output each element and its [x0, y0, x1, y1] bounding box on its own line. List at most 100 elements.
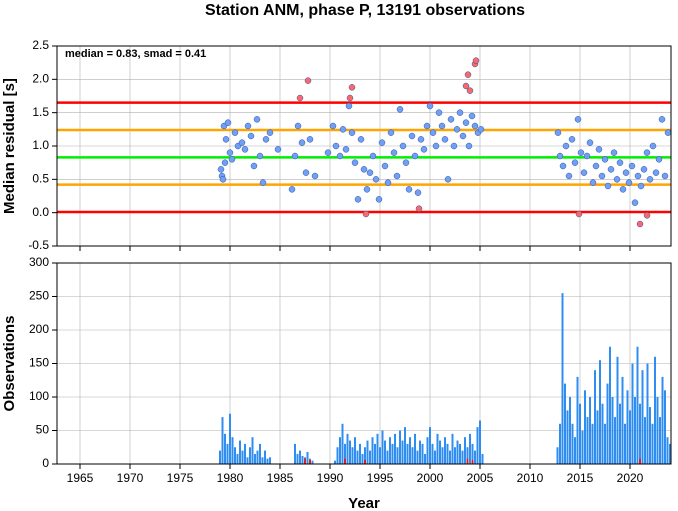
y-tick-label: 50	[36, 423, 50, 437]
data-point	[363, 186, 371, 193]
data-point	[619, 186, 627, 193]
bar	[369, 450, 371, 464]
bar	[651, 423, 654, 464]
bar	[309, 459, 311, 464]
x-tick-label: 2005	[467, 471, 494, 485]
bar	[226, 443, 229, 464]
data-point	[250, 162, 258, 170]
data-point	[311, 172, 319, 180]
bar	[221, 417, 224, 464]
bar	[344, 443, 346, 464]
bar	[434, 450, 436, 464]
data-point	[262, 136, 270, 143]
bar	[429, 427, 431, 464]
x-tick-label: 2015	[567, 471, 594, 485]
data-point	[658, 116, 666, 123]
x-tick-label: 2020	[617, 471, 644, 485]
data-point	[441, 136, 449, 143]
bar	[641, 370, 644, 464]
data-point	[634, 172, 642, 180]
data-point	[589, 179, 597, 186]
bar	[584, 390, 586, 464]
bar	[596, 410, 599, 464]
data-point	[354, 196, 362, 203]
bar	[649, 407, 651, 464]
bar	[464, 437, 466, 464]
data-point	[435, 109, 443, 116]
bar	[294, 443, 296, 464]
data-point	[294, 122, 302, 130]
bar	[249, 447, 251, 464]
data-point	[217, 166, 225, 173]
bar	[611, 397, 614, 464]
data-point	[640, 166, 648, 173]
data-point	[329, 122, 337, 130]
bar	[359, 443, 361, 464]
bar	[424, 453, 426, 464]
x-tick-label: 2000	[417, 471, 444, 485]
x-tick-label: 1965	[67, 471, 94, 485]
bar	[404, 427, 406, 464]
data-point	[574, 116, 582, 123]
data-point	[601, 156, 609, 163]
y-tick-label: 1.5	[32, 105, 49, 119]
chart-title: Station ANM, phase P, 13191 observations	[205, 2, 525, 19]
data-point	[219, 176, 227, 183]
bar	[601, 403, 604, 464]
data-point	[342, 146, 350, 153]
bar	[394, 433, 396, 464]
bar	[559, 423, 561, 464]
data-point	[636, 220, 644, 228]
bar	[356, 450, 359, 464]
y-tick-label: 150	[29, 356, 49, 370]
bar	[466, 458, 469, 464]
data-point	[360, 166, 368, 173]
bar	[311, 460, 314, 464]
data-point	[643, 212, 651, 219]
data-point	[471, 122, 479, 130]
bar	[354, 437, 356, 464]
bar	[224, 433, 226, 464]
y-tick-label: 250	[29, 289, 49, 303]
bar	[384, 440, 386, 464]
bar	[581, 430, 584, 464]
bar	[449, 450, 451, 464]
data-point	[291, 152, 299, 160]
data-point	[375, 196, 383, 203]
bar	[269, 457, 271, 464]
bar	[639, 458, 641, 464]
data-point	[577, 149, 585, 156]
bar	[479, 420, 481, 464]
data-point	[610, 149, 618, 156]
data-point	[241, 146, 249, 153]
data-point	[390, 149, 398, 156]
data-point	[274, 146, 282, 153]
bar	[579, 403, 581, 464]
bar	[364, 447, 366, 464]
plot-frame	[56, 45, 672, 247]
annotation: median = 0.83, smad = 0.41	[65, 48, 206, 60]
bar	[564, 383, 566, 464]
data-point	[622, 169, 630, 176]
data-point	[426, 102, 434, 110]
bar	[441, 447, 444, 464]
bar	[234, 447, 236, 464]
x-tick-label: 1975	[167, 471, 194, 485]
data-point	[372, 176, 380, 183]
bar	[619, 403, 621, 464]
data-point	[595, 146, 603, 153]
bar	[266, 458, 269, 464]
data-point	[408, 132, 416, 140]
bar	[624, 423, 626, 464]
bar	[654, 356, 656, 464]
data-point	[324, 149, 332, 156]
data-point	[559, 162, 567, 170]
data-point	[583, 152, 591, 160]
bar	[609, 346, 611, 464]
data-point	[607, 166, 615, 173]
bar	[606, 383, 609, 464]
y-tick-label: 200	[29, 322, 49, 336]
bar	[664, 390, 666, 464]
data-point	[348, 129, 356, 136]
